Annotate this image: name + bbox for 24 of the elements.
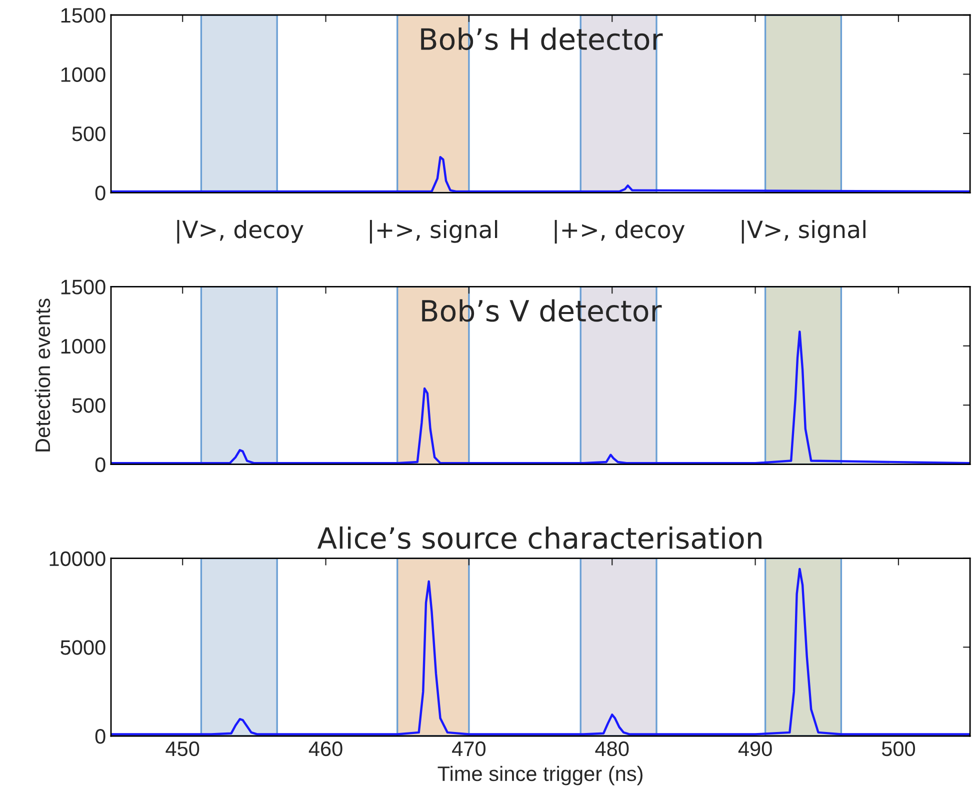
- y-tick-label: 1000: [61, 338, 106, 354]
- x-tick-label: 450: [166, 741, 200, 756]
- y-tick-label: 5000: [60, 640, 106, 655]
- band-label: |+>, signal: [370, 220, 498, 244]
- y-tick-label: 0: [95, 457, 106, 472]
- y-tick-label: 500: [72, 126, 106, 142]
- y-tick-label: 0: [95, 186, 106, 200]
- x-tick-label: 460: [308, 741, 342, 756]
- y-tick-label: 1000: [61, 67, 106, 82]
- y-axis-title: Detection events: [34, 298, 50, 452]
- y-tick-label: 500: [72, 398, 106, 413]
- y-tick-label: 1500: [61, 8, 106, 23]
- y-tick-label: 0: [95, 729, 106, 744]
- x-tick-label: 500: [882, 741, 916, 756]
- chart-title: Alice’s source characterisation: [317, 526, 762, 550]
- band-label: |V>, decoy: [177, 220, 304, 244]
- y-tick-label: 1500: [61, 280, 106, 294]
- x-tick-label: 480: [595, 741, 629, 756]
- y-tick-label: 10000: [50, 551, 106, 566]
- band-label: |V>, signal: [742, 220, 866, 244]
- x-tick-label: 470: [452, 741, 486, 756]
- x-axis-title: Time since trigger (ns): [438, 766, 642, 786]
- band-label: |+>, decoy: [554, 220, 685, 244]
- x-tick-label: 490: [738, 741, 772, 756]
